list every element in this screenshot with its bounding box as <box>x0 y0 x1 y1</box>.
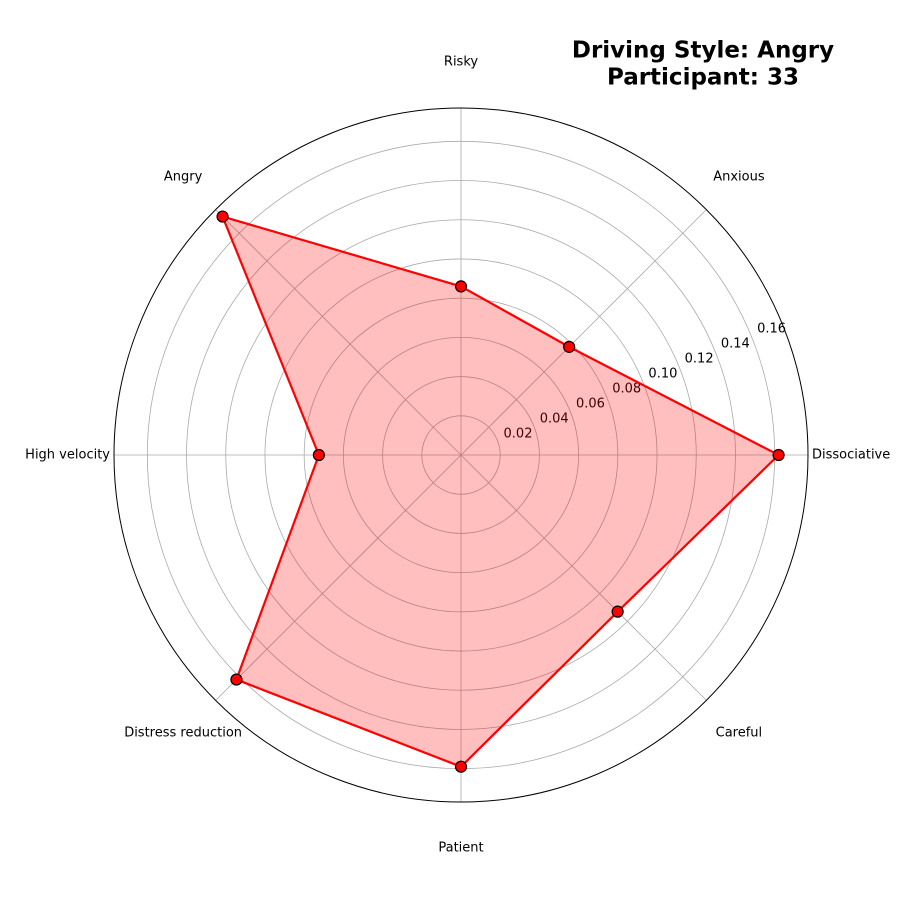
marker <box>216 210 229 223</box>
r-tick-label: 0.14 <box>721 336 750 351</box>
r-tick-label: 0.12 <box>685 351 714 366</box>
marker <box>454 760 468 773</box>
r-tick-label: 0.16 <box>757 321 786 336</box>
marker <box>454 280 468 293</box>
marker <box>563 340 576 353</box>
r-tick-label: 0.10 <box>648 366 677 381</box>
category-label: High velocity <box>25 448 110 463</box>
spoke <box>460 454 707 701</box>
category-label: Anxious <box>713 170 765 185</box>
r-tick-label: 0.08 <box>612 381 641 396</box>
marker <box>230 673 243 686</box>
category-label: Dissociative <box>812 448 890 463</box>
chart-title: Participant: 33 <box>607 65 799 91</box>
outer-frame <box>113 107 809 803</box>
r-tick-label: 0.06 <box>576 396 605 411</box>
marker <box>772 448 785 462</box>
marker <box>312 448 325 462</box>
category-label: Careful <box>716 725 763 740</box>
category-label: Distress reduction <box>124 725 242 740</box>
spoke <box>215 454 462 701</box>
spoke <box>460 209 707 456</box>
chart-title: Driving Style: Angry <box>572 38 834 64</box>
category-label: Angry <box>164 170 203 185</box>
r-tick-label: 0.04 <box>540 411 569 426</box>
area <box>222 216 779 767</box>
marker <box>611 605 624 618</box>
category-label: Risky <box>444 55 478 70</box>
spoke <box>215 209 462 456</box>
category-label: Patient <box>438 841 483 856</box>
r-tick-label: 0.02 <box>504 426 533 441</box>
